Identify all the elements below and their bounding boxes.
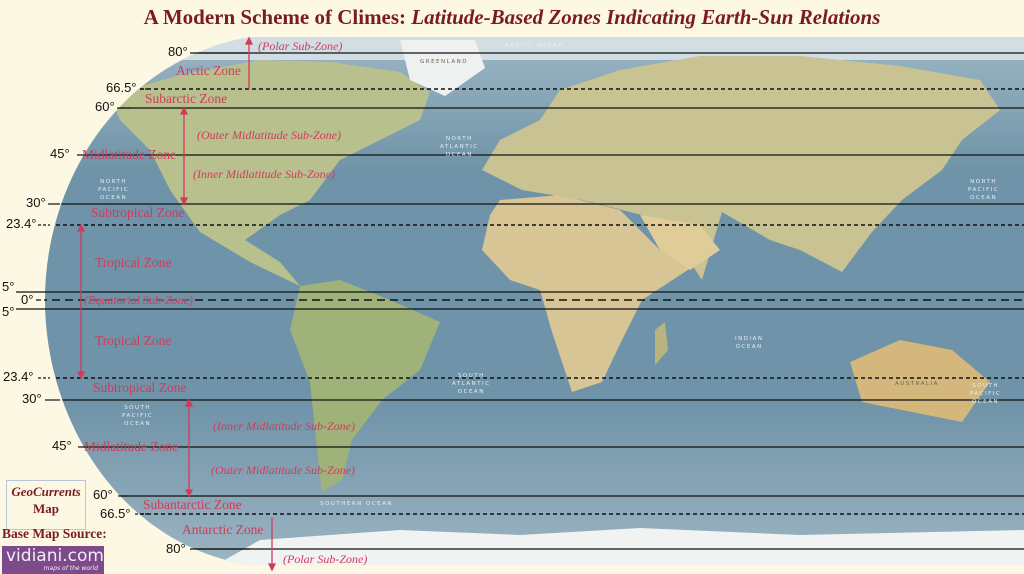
australia-label: AUSTRALIA (895, 381, 939, 387)
vidiani-logo-text: vidiani.com (6, 546, 104, 566)
south-pacific-west-label: SOUTH PACIFIC OCEAN (122, 405, 154, 427)
southern-ocean-label: SOUTHERN OCEAN (320, 501, 394, 507)
south-america (290, 280, 440, 492)
map-title: A Modern Scheme of Climes: Latitude-Base… (0, 5, 1024, 30)
lat-label-60s: 60° (93, 487, 113, 502)
outer-midlatitude-south: (Outer Midlatitude Sub-Zone) (211, 463, 355, 477)
tropical-zone-south: Tropical Zone (95, 333, 172, 348)
vidiani-logo: vidiani.com maps of the world (2, 546, 104, 574)
greenland (400, 40, 485, 96)
latitude-ticks (16, 52, 250, 550)
geocurrents-credit: GeoCurrents Map (6, 480, 86, 530)
title-main: A Modern Scheme of Climes: (143, 5, 407, 29)
antarctic-zone-label: Antarctic Zone (182, 522, 264, 537)
tropical-zone-north: Tropical Zone (95, 255, 172, 270)
credit-line-2: Map (33, 501, 59, 516)
lat-label-equator: 0° (21, 292, 34, 307)
madagascar (655, 322, 668, 365)
lat-label-45n: 45° (50, 146, 70, 161)
inner-midlatitude-north: (Inner Midlatitude Sub-Zone) (193, 167, 335, 181)
inner-midlatitude-south: (Inner Midlatitude Sub-Zone) (213, 419, 355, 433)
subarctic-zone-label: Subarctic Zone (145, 91, 228, 106)
north-pacific-east-label: NORTH PACIFIC OCEAN (968, 179, 1000, 201)
north-america (110, 60, 430, 286)
eurasia (482, 56, 1000, 280)
base-map-source-label: Base Map Source: (2, 526, 107, 541)
lat-label-23s: 23.4° (3, 369, 34, 384)
south-atlantic-label: SOUTH ATLANTIC OCEAN (452, 373, 491, 395)
vidiani-logo-tagline: maps of the world (43, 565, 98, 572)
zone-arrows (76, 36, 277, 572)
lat-label-30s: 30° (22, 391, 42, 406)
outer-midlatitude-north: (Outer Midlatitude Sub-Zone) (197, 128, 341, 142)
australia (850, 340, 990, 422)
lat-label-80n: 80° (168, 44, 188, 59)
midlatitude-zone-south: Midlatitude Zone (84, 439, 179, 454)
lat-label-45s: 45° (52, 438, 72, 453)
polar-subzone-north: (Polar Sub-Zone) (258, 39, 343, 53)
subantarctic-zone-label: Subantarctic Zone (143, 497, 242, 512)
subtropical-zone-south: Subtropical Zone (93, 380, 187, 395)
credit-line-1: GeoCurrents (11, 484, 81, 499)
midlatitude-zone-north: Midlatitude Zone (82, 147, 177, 162)
equatorial-subzone: (Equatorial Sub-Zone) (84, 293, 193, 308)
lat-label-5n: 5° (2, 279, 15, 294)
north-atlantic-label: NORTH ATLANTIC OCEAN (440, 136, 479, 158)
arctic-ocean-label: ARCTIC OCEAN (505, 43, 565, 49)
lat-label-23n: 23.4° (6, 216, 37, 231)
lat-label-60n: 60° (95, 99, 115, 114)
south-pacific-east-label: SOUTH PACIFIC OCEAN (970, 383, 1002, 405)
africa (482, 195, 700, 392)
lat-label-30n: 30° (26, 195, 46, 210)
subtropical-zone-north: Subtropical Zone (91, 205, 185, 220)
indian-ocean-label: INDIAN OCEAN (735, 336, 764, 350)
arabia (640, 215, 720, 270)
arctic-zone-label: Arctic Zone (176, 63, 241, 78)
antarctica (200, 528, 1024, 565)
lat-label-5s: 5° (2, 304, 15, 319)
lat-label-66s: 66.5° (100, 506, 131, 521)
lat-label-66n: 66.5° (106, 80, 137, 95)
polar-subzone-south: (Polar Sub-Zone) (283, 552, 368, 566)
north-pacific-west-label: NORTH PACIFIC OCEAN (98, 179, 130, 201)
greenland-label: GREENLAND (420, 59, 468, 65)
lat-label-80s: 80° (166, 541, 186, 556)
title-subtitle: Latitude-Based Zones Indicating Earth-Su… (411, 5, 881, 29)
